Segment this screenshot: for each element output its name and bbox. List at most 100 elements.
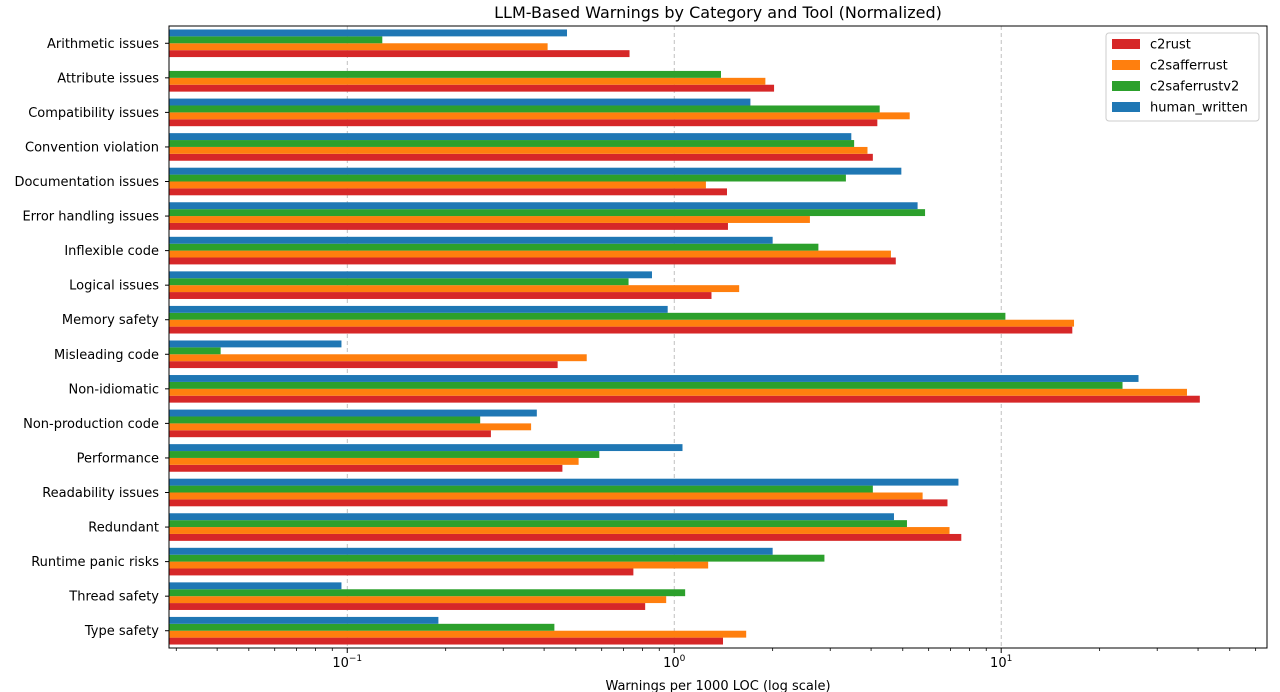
category-label-compatibility-issues: Compatibility issues [28, 106, 159, 121]
bar-c2safferrust-documentation-issues [169, 181, 706, 189]
bar-c2saferrustv2-non-idiomatic [169, 381, 1123, 389]
legend-label-c2safferrust: c2safferrust [1150, 59, 1228, 74]
bar-c2safferrust-compatibility-issues [169, 112, 910, 120]
legend-swatch-c2rust [1112, 39, 1140, 49]
bar-c2saferrustv2-performance [169, 451, 600, 458]
bar-c2safferrust-performance [169, 457, 579, 465]
category-label-runtime-panic-risks: Runtime panic risks [31, 555, 159, 570]
bar-human-written-type-safety [169, 616, 439, 624]
bar-c2rust-type-safety [169, 637, 724, 645]
bar-c2rust-readability-issues [169, 499, 948, 507]
bar-c2safferrust-non-idiomatic [169, 388, 1187, 396]
bar-c2safferrust-redundant [169, 527, 950, 534]
bar-c2rust-logical-issues [169, 292, 712, 299]
category-label-convention-violation: Convention violation [25, 140, 159, 155]
bar-c2saferrustv2-type-safety [169, 623, 555, 631]
bar-c2safferrust-convention-violation [169, 146, 868, 154]
bar-c2rust-performance [169, 464, 563, 472]
bar-c2rust-runtime-panic-risks [169, 568, 634, 576]
bar-c2saferrustv2-error-handling-issues [169, 209, 926, 217]
category-label-non-idiomatic: Non-idiomatic [68, 382, 159, 397]
x-axis-label: Warnings per 1000 LOC (log scale) [605, 679, 830, 692]
bar-c2saferrustv2-readability-issues [169, 485, 873, 493]
legend-label-c2saferrustv2: c2saferrustv2 [1150, 80, 1239, 95]
x-tick-label: 10−1 [332, 654, 362, 671]
bar-human-written-performance [169, 444, 683, 452]
bar-human-written-arithmetic-issues [169, 29, 568, 37]
category-label-inflexible-code: Inflexible code [64, 244, 159, 259]
bar-c2saferrustv2-convention-violation [169, 140, 855, 147]
bar-c2rust-inflexible-code [169, 257, 896, 265]
category-label-performance: Performance [77, 451, 159, 466]
plot-frame [168, 25, 1268, 649]
bar-c2saferrustv2-compatibility-issues [169, 105, 880, 113]
bar-c2safferrust-memory-safety [169, 319, 1075, 327]
bar-c2rust-convention-violation [169, 153, 873, 161]
bar-c2safferrust-non-production-code [169, 423, 532, 431]
bar-c2saferrustv2-documentation-issues [169, 174, 846, 182]
bar-c2rust-documentation-issues [169, 188, 727, 196]
bar-c2safferrust-thread-safety [169, 596, 667, 604]
bar-c2safferrust-arithmetic-issues [169, 43, 548, 51]
legend-box [1105, 32, 1260, 122]
bar-c2safferrust-readability-issues [169, 492, 923, 500]
legend-label-c2rust: c2rust [1150, 38, 1191, 53]
bar-c2rust-non-production-code [169, 430, 491, 438]
bar-c2rust-non-idiomatic [169, 395, 1200, 403]
bar-c2safferrust-attribute-issues [169, 77, 766, 85]
category-label-non-production-code: Non-production code [23, 417, 159, 432]
bar-human-written-misleading-code [169, 340, 342, 348]
bar-c2safferrust-logical-issues [169, 285, 740, 293]
x-axis: 10−1 100 101 [175, 648, 1257, 671]
bar-c2saferrustv2-redundant [169, 520, 907, 528]
bar-c2safferrust-misleading-code [169, 354, 587, 362]
legend-swatch-c2saferrustv2 [1112, 81, 1140, 91]
bar-human-written-inflexible-code [169, 236, 773, 244]
legend-label-human-written: human_written [1150, 101, 1248, 116]
bar-c2saferrustv2-logical-issues [169, 278, 629, 286]
bar-human-written-runtime-panic-risks [169, 547, 773, 555]
bar-c2saferrustv2-runtime-panic-risks [169, 554, 825, 562]
legend-swatch-human-written [1112, 102, 1140, 112]
bar-c2rust-redundant [169, 533, 962, 541]
bar-human-written-non-idiomatic [169, 375, 1139, 382]
bar-c2saferrustv2-non-production-code [169, 416, 481, 424]
bar-c2saferrustv2-attribute-issues [169, 70, 721, 78]
bar-human-written-error-handling-issues [169, 202, 918, 210]
bar-c2saferrustv2-arithmetic-issues [169, 36, 383, 44]
y-axis: Arithmetic issues Attribute issues Compati… [14, 37, 169, 639]
chart-title: LLM-Based Warnings by Category and Tool … [494, 3, 942, 22]
bar-c2rust-arithmetic-issues [169, 50, 630, 58]
bar-c2safferrust-type-safety [169, 630, 747, 638]
category-label-type-safety: Type safety [84, 624, 159, 639]
category-label-readability-issues: Readability issues [42, 486, 159, 501]
grid-lines [346, 26, 1002, 648]
bar-c2saferrustv2-memory-safety [169, 312, 1006, 320]
bar-human-written-convention-violation [169, 133, 852, 141]
category-label-redundant: Redundant [88, 521, 159, 536]
legend-swatch-c2safferrust [1112, 60, 1140, 70]
bar-human-written-memory-safety [169, 305, 668, 313]
category-label-error-handling-issues: Error handling issues [22, 210, 159, 225]
bar-c2safferrust-inflexible-code [169, 250, 891, 258]
bar-human-written-documentation-issues [169, 167, 902, 175]
category-label-attribute-issues: Attribute issues [57, 71, 159, 86]
category-label-documentation-issues: Documentation issues [14, 175, 159, 190]
bar-c2saferrustv2-misleading-code [169, 347, 221, 355]
bar-human-written-compatibility-issues [169, 98, 751, 106]
bars [169, 29, 1200, 645]
bar-c2rust-attribute-issues [169, 84, 775, 92]
bar-c2rust-thread-safety [169, 603, 646, 610]
bar-human-written-redundant [169, 513, 894, 521]
bar-c2rust-misleading-code [169, 361, 558, 369]
bar-c2saferrustv2-thread-safety [169, 589, 686, 597]
bar-human-written-thread-safety [169, 582, 342, 590]
category-label-thread-safety: Thread safety [68, 590, 159, 605]
bar-c2saferrustv2-inflexible-code [169, 243, 819, 251]
bar-c2rust-error-handling-issues [169, 222, 728, 230]
bar-c2rust-compatibility-issues [169, 119, 878, 127]
bar-human-written-non-production-code [169, 409, 537, 417]
x-tick-label: 100 [663, 654, 686, 671]
bar-human-written-readability-issues [169, 478, 959, 486]
